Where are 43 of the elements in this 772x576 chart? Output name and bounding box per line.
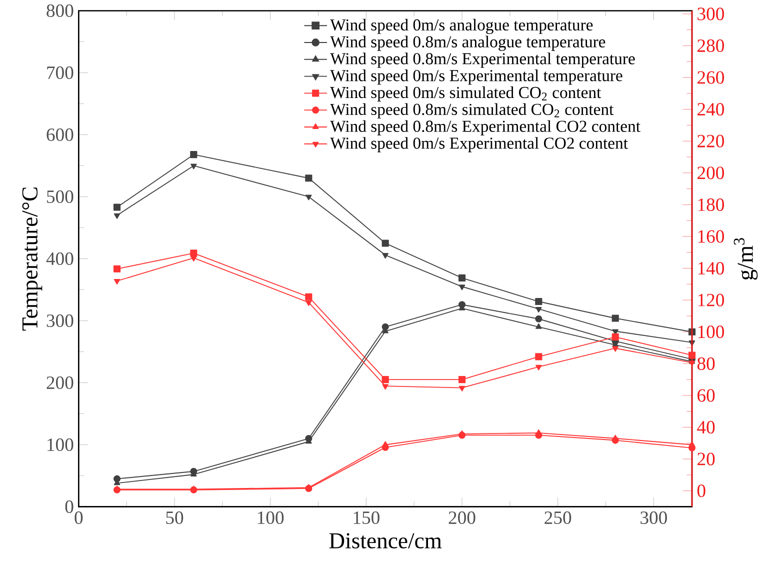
y-tick-label: 800 <box>46 4 74 18</box>
y-tick-label: 700 <box>47 66 74 80</box>
y-tick-label: 200 <box>46 376 74 390</box>
y2-tick-label: 100 <box>698 326 724 338</box>
y2-tick-label: 180 <box>698 198 724 211</box>
legend-label: Wind speed 0m/s analogue temperature <box>330 18 593 34</box>
y-tick-label: 400 <box>46 252 74 266</box>
legend-label: Wind speed 0m/s simulated CO$_{2}$ content <box>330 86 602 102</box>
legend-label: Wind speed 0.8m/s analogue temperature <box>330 36 606 51</box>
legend-label: Wind speed 0m/s Experimental CO2 content <box>330 137 628 152</box>
y2-tick-label: 220 <box>698 134 724 148</box>
legend-label: Wind speed 0.8m/s Experimental CO2 content <box>330 120 640 136</box>
legend-label: Wind speed 0.8m/s Experimental temperature <box>330 52 635 68</box>
y-tick-label: 100 <box>48 438 74 452</box>
y2-tick-label: 60 <box>698 389 715 402</box>
y2-tick-label: 0 <box>697 484 706 498</box>
y2-tick-label: 280 <box>698 39 724 52</box>
y2-tick-label: 80 <box>697 357 715 370</box>
y2-tick-label: 40 <box>697 420 715 434</box>
y2-tick-label: 300 <box>698 8 724 20</box>
y2-axis-title: g/m$^{3}$ <box>734 238 758 280</box>
legend-label: Wind speed 0m/s Experimental temperature <box>330 69 622 85</box>
x-tick-label: 200 <box>448 511 476 524</box>
y-tick-label: 300 <box>46 314 74 328</box>
y2-tick-label: 260 <box>698 71 724 84</box>
x-axis-title: Distence/cm <box>329 533 442 548</box>
y2-tick-label: 160 <box>698 230 724 243</box>
y-axis-title: Temperature/°C <box>22 188 42 331</box>
y2-tick-label: 120 <box>698 294 724 306</box>
x-tick-label: 100 <box>258 511 284 524</box>
y2-tick-label: 140 <box>698 262 724 275</box>
y2-tick-label: 20 <box>698 452 715 466</box>
x-tick-label: 0 <box>74 511 83 524</box>
x-tick-label: 250 <box>544 511 572 524</box>
y-tick-label: 0 <box>65 500 74 514</box>
legend-label: Wind speed 0.8m/s simulated CO$_{2}$ content <box>330 103 614 118</box>
y-tick-label: 600 <box>46 128 74 142</box>
y-tick-label: 500 <box>47 190 74 204</box>
y2-tick-label: 200 <box>698 166 724 180</box>
x-tick-label: 300 <box>640 511 667 524</box>
x-tick-label: 150 <box>354 511 380 524</box>
y2-tick-label: 240 <box>698 102 724 116</box>
x-tick-label: 50 <box>166 511 184 524</box>
